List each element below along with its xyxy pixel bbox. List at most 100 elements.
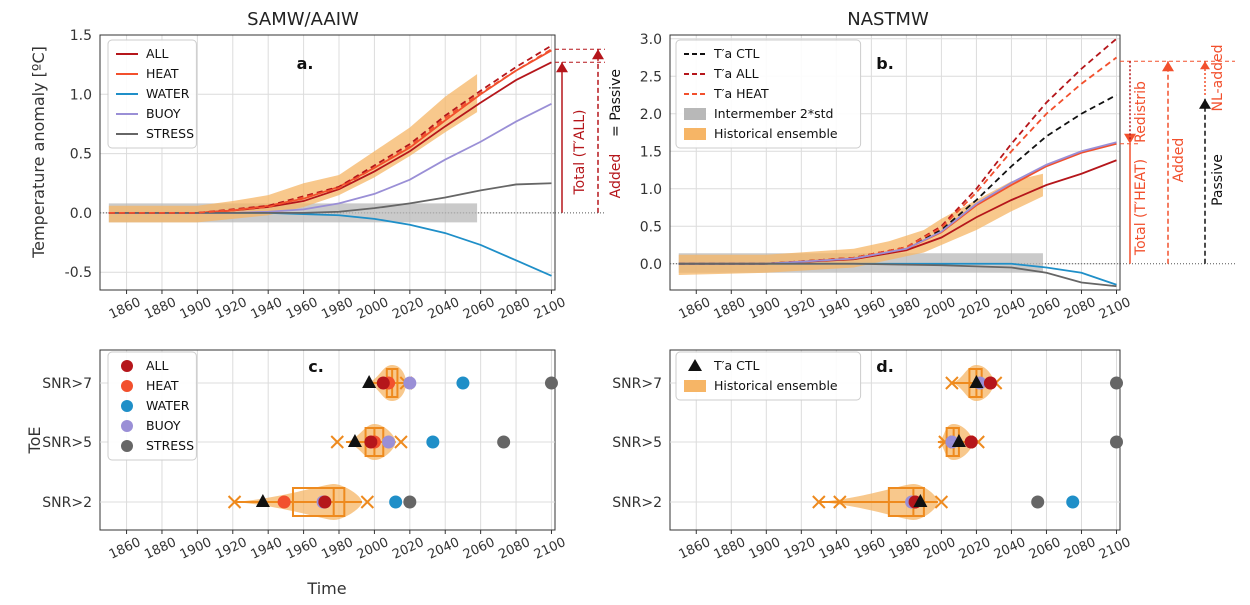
tick-label-x: 2080 [496,295,532,323]
axes-frame [669,34,1121,291]
tick-label-x: 1860 [677,535,713,563]
panel-c: 1860 1880 1900 1920 1940 1960 1980 2000 2020 2040… [42,349,568,563]
tick-label-y: -0.5 [65,265,92,281]
legend-swatch [121,400,133,412]
tick-label-x: 1860 [677,295,713,323]
category-label: SNR>5 [42,435,92,451]
tick-label-y: 0.5 [640,219,662,235]
toe-point-stress [403,495,417,509]
tick-label-x: 2000 [355,295,391,323]
toe-point-water [456,376,470,390]
tick-label-x: 2020 [957,535,993,563]
toe-point-all [318,495,332,509]
arrow-head [1199,98,1211,109]
tick-label-x: 2060 [1027,535,1063,563]
legend-swatch [121,360,133,372]
band-shade [108,74,478,223]
toe-point-water [1066,495,1080,509]
tick-label-x: 1880 [712,295,748,323]
toe-point-buoy [403,376,417,390]
arrow-head [592,49,604,60]
annotation-eq-passive: = Passive [608,69,624,137]
tick-label-y: 1.0 [70,87,92,103]
legend-label: BUOY [146,106,181,121]
category-label: SNR>5 [612,435,662,451]
annotation-b: Total (T′HEAT) Redistrib Added Passive N… [1133,45,1226,257]
annotation-added-b: Added [1171,138,1187,183]
toe-point-ctl [951,434,966,447]
outlier-x [945,376,959,390]
annotation-passive: Passive [1210,154,1226,206]
tick-label-x: 1900 [178,535,214,563]
toe-point-ctl [362,375,377,388]
tick-label-x: 1940 [249,535,285,563]
ylabel-toe: ToE [25,427,44,455]
legend-label: HEAT [146,66,179,81]
toe-point-stress [1109,376,1123,390]
tick-label-x: 2060 [1027,295,1063,323]
category-label: SNR>2 [612,495,662,511]
tick-label-x: 1900 [747,535,783,563]
annotation-nl-added: NL-added [1210,45,1226,112]
tick-label-x: 2100 [532,535,568,563]
legend-swatch [121,380,133,392]
tick-label-x: 2080 [1062,295,1098,323]
tick-label-x: 2060 [461,535,497,563]
legend-label: WATER [146,398,190,413]
ylabel-temperature: Temperature anomaly [ºC] [29,46,48,259]
legend-label: T′a HEAT [713,86,769,101]
toe-point-all [983,376,997,390]
panel-b: 1860188019001920194019601980200020202040… [640,32,1235,323]
legend-box [675,351,862,401]
arrow-head [1200,61,1210,70]
tick-label-x: 1920 [782,535,818,563]
legend-swatch [684,380,706,392]
tick-label-x: 2080 [1062,535,1098,563]
tick-label-x: 1960 [284,295,320,323]
annotation-a: Total (T′ALL) Added = Passive [572,69,624,198]
legend-label: T′a CTL [713,358,759,373]
tick-label-y: 1.0 [640,182,662,198]
tick-label-x: 1960 [284,535,320,563]
tick-label-y: 2.0 [640,107,662,123]
category-label: SNR>2 [42,495,92,511]
toe-point-heat [277,495,291,509]
tick-label-y: 0.0 [70,206,92,222]
category-label: SNR>7 [42,376,92,392]
tick-label-x: 1940 [817,295,853,323]
tick-label-x: 1900 [178,295,214,323]
toe-point-all [964,435,978,449]
title-nastmw: NASTMW [847,9,929,30]
tick-label-y: 1.5 [640,144,662,160]
toe-point-stress [497,435,511,449]
toe-point-stress [1031,495,1045,509]
annotation-total-all: Total (T′ALL) [572,110,588,196]
outlier-x [394,435,408,449]
tick-label-x: 2080 [496,535,532,563]
outlier-x [360,495,375,509]
legend-label: STRESS [146,126,194,141]
legend-label: T′a CTL [713,46,759,61]
series-line-line [678,262,1117,288]
legend-box [675,39,862,149]
tick-label-x: 1960 [852,295,888,323]
tick-label-x: 2040 [992,535,1028,563]
toe-point-ctl [347,434,362,447]
tick-label-x: 1880 [142,535,178,563]
tick-label-x: 1960 [852,535,888,563]
arrow-head [556,62,568,73]
annotation-redistrib: Redistrib [1133,81,1149,143]
tick-label-x: 1980 [319,535,355,563]
tick-label-y: 0.0 [640,257,662,273]
outlier-x [330,435,344,449]
tick-label-y: 3.0 [640,32,662,48]
legend-swatch [684,128,706,140]
tick-label-x: 1980 [887,535,923,563]
toe-point-buoy [382,435,396,449]
outlier-x [934,495,949,509]
tick-label-x: 1920 [213,535,249,563]
legend-swatch [121,440,133,452]
annotation-total-heat: Total (T′HEAT) [1133,159,1149,256]
band-Historical ensemble [678,173,1043,275]
toe-point-water [426,435,440,449]
